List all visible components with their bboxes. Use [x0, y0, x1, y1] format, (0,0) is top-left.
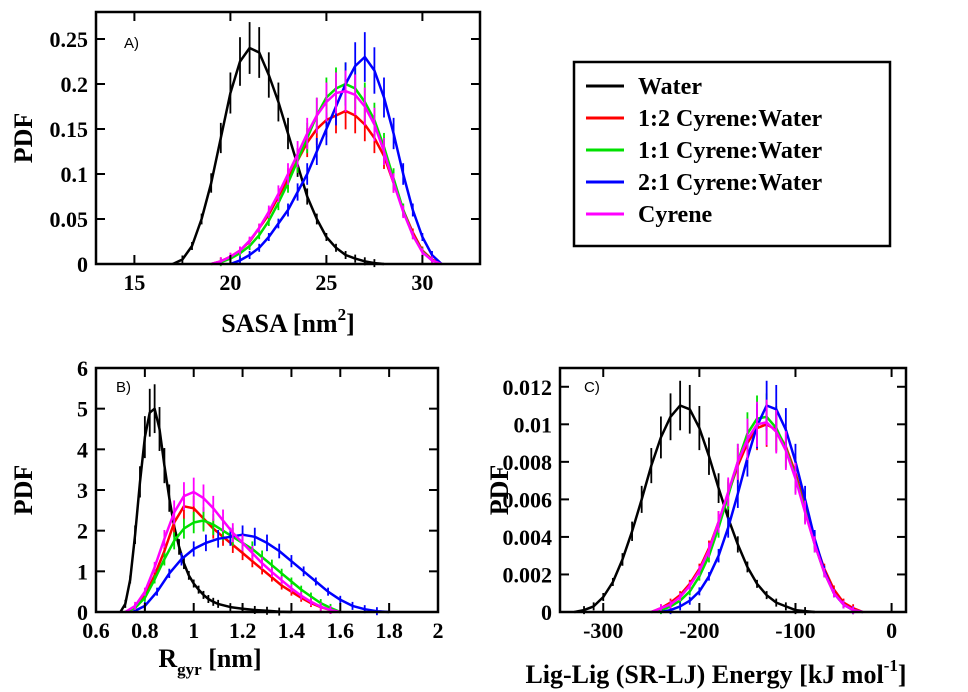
panel-c-ytick-label: 0.01: [514, 412, 553, 437]
panel-c-xtick-label: 0: [886, 618, 897, 643]
panel-b-xtick-label: 2: [433, 618, 444, 643]
panel-c-ytick-label: 0.006: [503, 487, 553, 512]
panel-a-ytick-label: 0: [77, 252, 88, 277]
legend-label-1-1-cyrene-water: 1:1 Cyrene:Water: [638, 138, 823, 164]
panel-b-ytick-label: 2: [77, 519, 88, 544]
panel-b-series-0: [119, 407, 292, 614]
panel-a-xtick-label: 25: [315, 270, 337, 295]
panel-a-xtick-label: 30: [411, 270, 433, 295]
panel-b-ytick-label: 1: [77, 559, 88, 584]
panel-c-xlabel: Lig-Lig (SR-LJ) Energy [kJ mol-1]: [525, 656, 906, 689]
panel-c: -300 -200 -100 0 0 0.002 0.004 0.006 0.008 0.01 0.…: [485, 366, 908, 689]
panel-c-ytick-label: 0: [541, 600, 552, 625]
panel-a-xtick-label: 15: [123, 270, 145, 295]
panel-c-xtick-label: -100: [775, 618, 815, 643]
panel-a-ytick-label: 0.05: [50, 207, 89, 232]
panel-a-ylabel: PDF: [9, 113, 38, 164]
panel-b-label: B): [116, 379, 131, 396]
panel-b-xtick-label: 1.8: [375, 618, 403, 643]
panel-c-ylabel: PDF: [485, 465, 514, 516]
panel-b-xtick-label: 1: [188, 618, 199, 643]
panel-b-frame: [94, 366, 440, 614]
panel-c-ytick-label: 0.012: [503, 375, 553, 400]
panel-b-xtick-label: 1.4: [278, 618, 306, 643]
panel-b-ytick-label: 4: [77, 437, 88, 462]
panel-a-ytick-label: 0.25: [50, 27, 89, 52]
panel-c-ytick-label: 0.002: [503, 562, 553, 587]
panel-c-ytick-label: 0.004: [503, 525, 553, 550]
panel-a-ytick-label: 0.2: [61, 72, 89, 97]
legend: Water 1:2 Cyrene:Water 1:1 Cyrene:Water …: [572, 60, 892, 248]
panel-a-xlabel: SASA [nm2]: [221, 305, 355, 338]
panel-a-ytick-label: 0.1: [61, 162, 89, 187]
panel-b-xtick-label: 0.6: [82, 618, 110, 643]
panel-c-series-0: [574, 404, 815, 614]
panel-b-xtick-label: 1.6: [327, 618, 355, 643]
legend-frame: [572, 60, 892, 248]
legend-label-2-1-cyrene-water: 2:1 Cyrene:Water: [638, 170, 823, 196]
panel-c-xtick-label: -300: [583, 618, 623, 643]
panel-c-xtick-label: -200: [679, 618, 719, 643]
panel-a-series-0: [172, 46, 385, 266]
panel-b-series-3: [132, 533, 390, 614]
panel-b-ytick-label: 6: [77, 356, 88, 381]
legend-label-cyrene: Cyrene: [638, 202, 713, 228]
panel-a-frame: [94, 10, 482, 266]
panel-b-ytick-label: 0: [77, 600, 88, 625]
panel-b: 0.6 0.8 1 1.2 1.4 1.6 1.8 2 0 1 2 3 4 5 6 B) PDF Rgyr [nm…: [9, 356, 444, 679]
panel-b-ytick-label: 5: [77, 397, 88, 422]
legend-label-1-2-cyrene-water: 1:2 Cyrene:Water: [638, 106, 823, 132]
panel-c-ytick-label: 0.008: [503, 450, 553, 475]
panel-a-label: A): [124, 35, 139, 52]
panel-a: 15 20 25 30 0 0.05 0.1 0.15 0.2 0.25 A) PDF SASA [nm…: [9, 10, 482, 338]
panel-b-ytick-label: 3: [77, 478, 88, 503]
panel-b-xlabel: Rgyr [nm]: [158, 644, 261, 679]
panel-c-frame: [558, 366, 908, 614]
panel-b-xtick-label: 1.2: [229, 618, 257, 643]
panel-a-xtick-label: 20: [219, 270, 241, 295]
legend-label-water: Water: [638, 74, 702, 100]
panel-c-label: C): [584, 379, 600, 396]
panel-a-ytick-label: 0.15: [50, 117, 89, 142]
panel-b-ylabel: PDF: [9, 465, 38, 516]
panel-b-xtick-label: 0.8: [131, 618, 159, 643]
